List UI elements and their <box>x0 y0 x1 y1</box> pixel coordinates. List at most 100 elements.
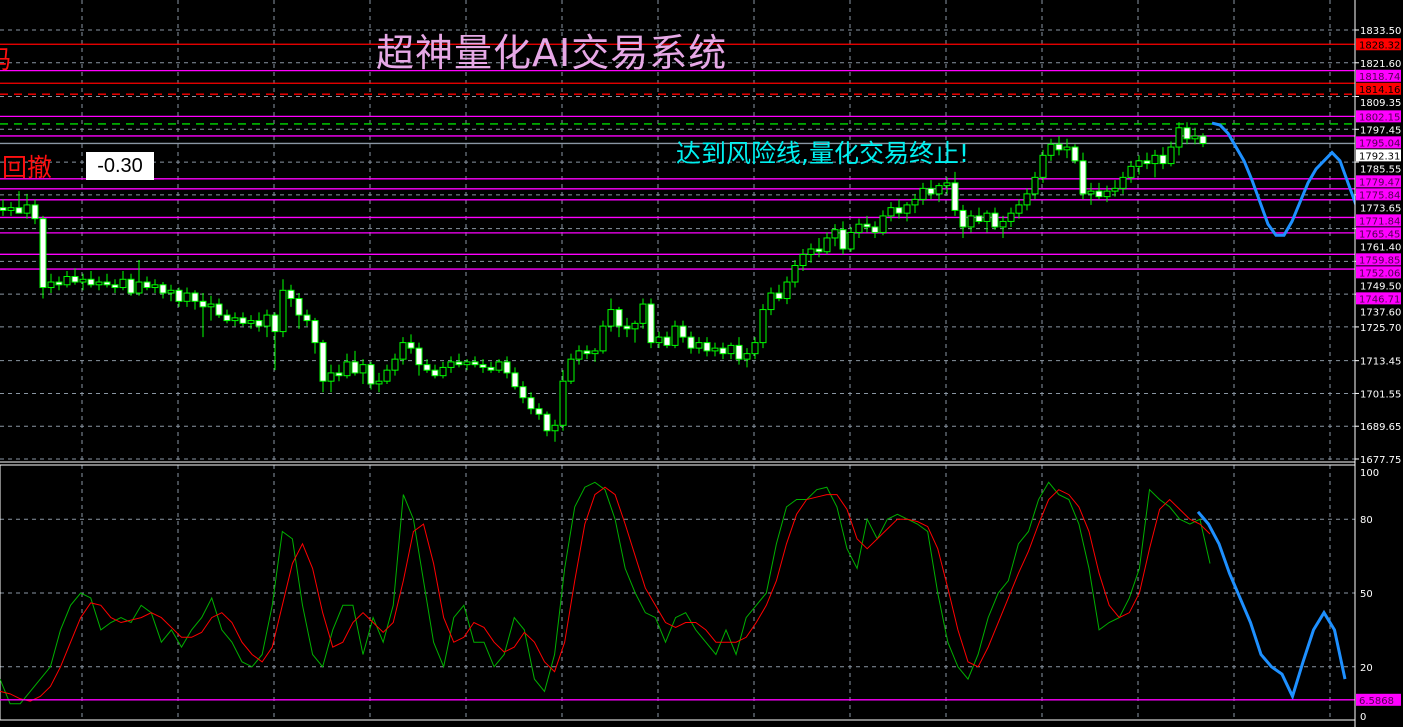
candle <box>7 202 15 216</box>
candle <box>79 273 87 291</box>
candle-body <box>1191 135 1199 140</box>
candle-body <box>0 207 7 211</box>
candle-body <box>1103 190 1111 198</box>
candle-body <box>175 289 183 302</box>
candle <box>671 320 679 349</box>
candle-body <box>455 361 463 366</box>
candle-body <box>831 229 839 239</box>
candle <box>871 221 879 238</box>
candle <box>487 361 495 373</box>
candle-body <box>7 207 15 211</box>
candle-body <box>943 182 951 187</box>
candle-body <box>1015 204 1023 214</box>
price-label-box <box>1356 69 1401 82</box>
price-tick-label: 1737.60 <box>1360 307 1401 318</box>
candle-body <box>575 350 583 360</box>
candle-body <box>895 207 903 214</box>
candle-body <box>807 248 815 255</box>
candle-body <box>495 361 503 371</box>
candle-body <box>487 366 495 371</box>
candle <box>295 293 303 329</box>
candle-body <box>127 278 135 294</box>
candle-body <box>663 336 671 346</box>
candle-body <box>871 226 879 233</box>
candle-body <box>1087 190 1095 195</box>
candle-body <box>1175 127 1183 148</box>
candle-body <box>999 220 1007 228</box>
candle-body <box>1111 187 1119 192</box>
candle <box>175 287 183 307</box>
candle-body <box>151 284 159 289</box>
candle <box>919 182 927 205</box>
candle <box>327 364 335 393</box>
candle-body <box>703 342 711 352</box>
candle <box>991 207 999 230</box>
candle-body <box>1047 143 1055 156</box>
candle-body <box>191 292 199 302</box>
candle-body <box>159 284 167 294</box>
price-label: 1795.04 <box>1359 138 1400 149</box>
candle <box>287 284 295 307</box>
price-label: 1746.71 <box>1359 294 1400 305</box>
candle-body <box>111 284 119 289</box>
candle-body <box>799 253 807 267</box>
candle-body <box>1095 190 1103 198</box>
candle <box>1135 155 1143 175</box>
candle <box>39 215 47 299</box>
candle-body <box>95 281 103 286</box>
candle <box>151 279 159 294</box>
candle-body <box>47 281 55 289</box>
candle-body <box>511 372 519 388</box>
candle <box>591 348 599 362</box>
candle <box>311 317 319 354</box>
drawdown-label: 回撤 <box>2 153 53 182</box>
candle <box>631 320 639 343</box>
candle <box>391 353 399 376</box>
price-label-box <box>1356 266 1401 279</box>
candle <box>743 348 751 368</box>
price-tick-label: 1689.65 <box>1360 422 1401 433</box>
candle-body <box>447 361 455 368</box>
candle-body <box>879 215 887 233</box>
candle <box>423 359 431 373</box>
candle <box>511 367 519 390</box>
stoch-level-label-box <box>1356 693 1401 706</box>
candle-body <box>391 358 399 371</box>
candle-body <box>903 204 911 214</box>
candle-body <box>135 281 143 294</box>
candle <box>663 331 671 349</box>
candle <box>1055 136 1063 156</box>
price-tick-label: 1713.45 <box>1360 357 1401 368</box>
candle-body <box>815 248 823 253</box>
candle <box>735 337 743 365</box>
candle-body <box>919 187 927 200</box>
candle-body <box>319 342 327 382</box>
candle <box>967 210 975 233</box>
candle <box>863 215 871 233</box>
candle-body <box>367 364 375 385</box>
candle-body <box>1199 135 1207 144</box>
candle <box>935 182 943 203</box>
candle-body <box>119 278 127 289</box>
price-tick-label: 1785.55 <box>1360 164 1401 175</box>
candle <box>551 419 559 442</box>
candle-body <box>1127 165 1135 178</box>
candle <box>975 207 983 225</box>
candle-body <box>583 350 591 355</box>
candle <box>719 342 727 360</box>
stoch-forecast-line <box>1196 510 1347 701</box>
candle-body <box>615 309 623 327</box>
candle <box>927 180 935 200</box>
candle-body <box>527 397 535 410</box>
candle <box>223 309 231 324</box>
candle <box>1015 199 1023 219</box>
candle <box>559 370 567 431</box>
candle-body <box>767 292 775 311</box>
candle-body <box>303 314 311 322</box>
candle <box>271 312 279 371</box>
candle <box>191 290 199 310</box>
candle-body <box>71 276 79 283</box>
candle-body <box>31 204 39 220</box>
candle-body <box>255 320 263 327</box>
candle <box>879 210 887 236</box>
